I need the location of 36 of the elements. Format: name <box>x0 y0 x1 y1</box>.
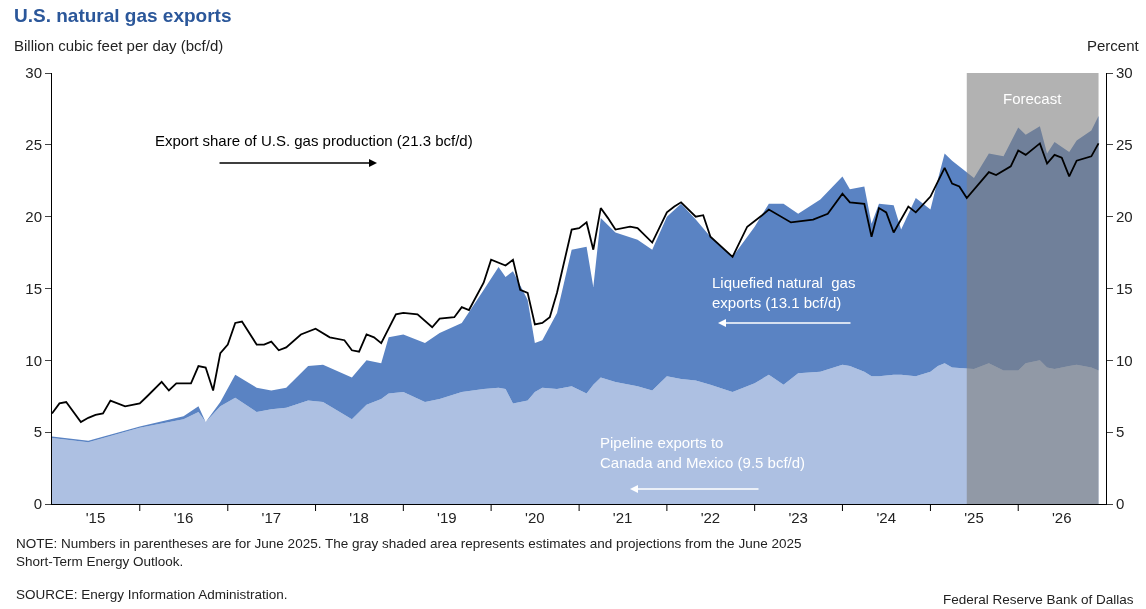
y2-tick-label: 0 <box>1116 495 1125 513</box>
chart-title: U.S. natural gas exports <box>14 5 232 26</box>
y-axis-title: Billion cubic feet per day (bcf/d) <box>14 37 224 54</box>
x-tick-label: '16 <box>173 509 194 526</box>
x-tick-label: '26 <box>1051 509 1072 526</box>
x-tick-label: '21 <box>612 509 633 526</box>
y2-tick-label: 10 <box>1116 351 1133 369</box>
x-tick-label: '18 <box>349 509 369 526</box>
x-tick-label: '25 <box>964 509 984 526</box>
y-tick-label: 15 <box>25 279 42 297</box>
y-tick-label: 20 <box>25 207 42 225</box>
band-label: Forecast <box>1003 90 1063 107</box>
x-tick-label: '17 <box>261 509 282 526</box>
y-tick-label: 30 <box>25 64 42 82</box>
series-label: Liquefied natural gas exports (13.1 bcf/d) <box>712 274 856 311</box>
y2-tick-label: 25 <box>1116 136 1133 154</box>
x-tick-label: '22 <box>700 509 721 526</box>
x-tick-label: '15 <box>85 509 106 526</box>
text: Export share of U.S. gas production (21.3 bcf/d) <box>155 132 473 149</box>
y2-tick-label: 5 <box>1116 423 1125 441</box>
series-label: Pipeline exports to Canada and Mexico (9.5 bcf/d) <box>600 434 806 471</box>
source-note: SOURCE: Energy Information Administration. <box>16 587 288 602</box>
y2-tick-label: 30 <box>1116 64 1133 82</box>
text: Federal Reserve Bank of Dallas <box>943 592 1134 607</box>
y-tick-label: 5 <box>33 423 42 441</box>
y-tick-label: 10 <box>25 351 42 369</box>
y-tick-label: 0 <box>33 495 42 513</box>
x-tick-label: '24 <box>876 509 896 526</box>
y2-axis-title: Percent <box>1087 37 1140 54</box>
x-tick-label: '20 <box>525 509 545 526</box>
x-tick-label: '19 <box>437 509 457 526</box>
x-tick-label: '23 <box>788 509 808 526</box>
y2-tick-label: 20 <box>1116 207 1133 225</box>
y2-tick-label: 15 <box>1116 279 1133 297</box>
y-tick-label: 25 <box>25 136 42 154</box>
text: NOTE: Numbers in parentheses are for June 2025. The gray shaded area represents estimates and projections from the June 2025 Short-Term Energy Outlook. <box>16 536 802 569</box>
